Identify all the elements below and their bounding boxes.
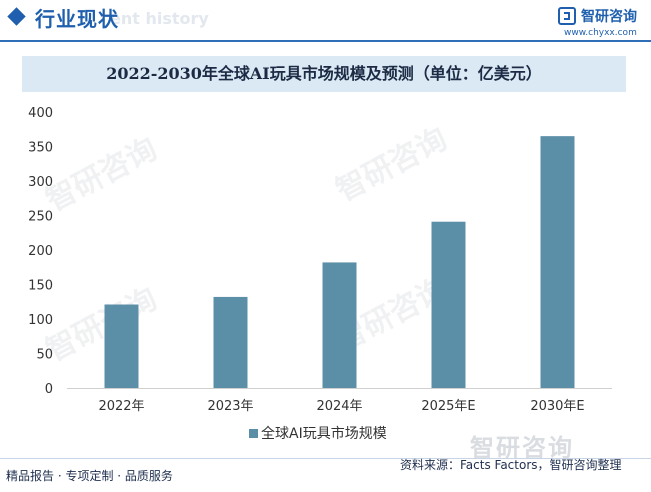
- x-tick-label: 2025年E: [421, 399, 475, 414]
- header-watermark: ent history: [110, 9, 209, 28]
- x-tick-label: 2024年: [316, 399, 362, 414]
- logo-url: www.chyxx.com: [564, 28, 637, 38]
- footer-brand-watermark: 智研咨询: [470, 434, 574, 462]
- bar: [213, 296, 248, 388]
- header-divider: [0, 40, 651, 42]
- footer-divider: [0, 458, 651, 459]
- logo: 智研咨询 www.chyxx.com: [558, 6, 648, 38]
- y-tick-label: 200: [28, 244, 53, 259]
- data-source: 资料来源：Facts Factors，智研咨询整理: [400, 458, 622, 472]
- x-tick-label: 2022年: [98, 399, 144, 414]
- bar: [540, 136, 575, 388]
- y-tick-label: 300: [28, 175, 53, 190]
- y-tick-label: 0: [45, 382, 53, 397]
- bar-chart: 0 50 100 150 200 250 300 350 400 2022年 2023年 2024年 2…: [28, 106, 612, 442]
- section-title: 行业现状: [35, 7, 119, 31]
- chart-title-bar: 2022-2030年全球AI玩具市场规模及预测（单位：亿美元）: [22, 56, 626, 92]
- header: ent history 行业现状 智研咨询 www.chyxx.com: [0, 0, 651, 40]
- y-tick-label: 150: [28, 279, 53, 294]
- footer-tagline: 精品报告 · 专项定制 · 品质服务: [6, 469, 173, 483]
- legend-swatch: [249, 429, 258, 438]
- logo-icon: [558, 7, 576, 25]
- x-tick-label: 2030年E: [530, 399, 584, 414]
- y-tick-label: 100: [28, 313, 53, 328]
- bar: [104, 304, 139, 388]
- diamond-icon: [7, 7, 26, 26]
- y-tick-label: 400: [28, 106, 53, 121]
- y-tick-label: 50: [36, 348, 53, 363]
- x-tick-label: 2023年: [207, 399, 253, 414]
- chart-title: 2022-2030年全球AI玩具市场规模及预测（单位：亿美元）: [106, 64, 542, 83]
- bar: [322, 262, 357, 388]
- y-tick-label: 350: [28, 141, 53, 156]
- y-tick-label: 250: [28, 210, 53, 225]
- legend-label: 全球AI玩具市场规模: [261, 425, 387, 442]
- bar: [431, 221, 466, 388]
- logo-name: 智研咨询: [581, 9, 637, 25]
